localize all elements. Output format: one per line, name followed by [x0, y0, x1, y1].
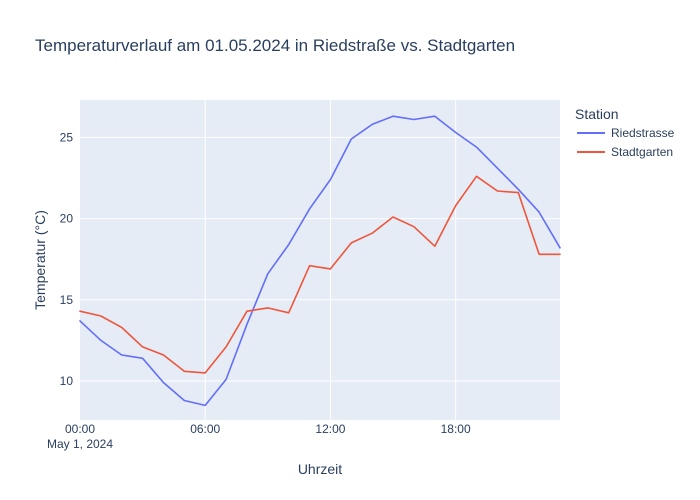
x-axis-title: Uhrzeit: [298, 461, 342, 477]
x-tick-label: 12:00: [315, 422, 345, 436]
x-tick-labels: 00:00 06:00 12:00 18:00: [65, 422, 471, 436]
y-tick-label: 10: [60, 374, 74, 388]
y-axis-title: Temperatur (°C): [32, 210, 48, 310]
grid: [80, 100, 560, 420]
series-lines: [79, 115, 561, 407]
legend-label: Stadtgarten: [611, 145, 673, 159]
legend-item-stadtgarten[interactable]: Stadtgarten: [577, 145, 673, 159]
y-tick-labels: 10 15 20 25: [60, 130, 74, 388]
legend-title: Station: [575, 106, 619, 122]
series-line-riedstrasse: [79, 115, 561, 407]
plot-area: [80, 100, 560, 420]
series-line-stadtgarten: [79, 175, 561, 374]
legend: Station Riedstrasse Stadtgarten: [575, 106, 675, 159]
x-tick-label: 00:00: [65, 422, 95, 436]
chart-title: Temperaturverlauf am 01.05.2024 in Rieds…: [35, 36, 515, 55]
legend-item-riedstrasse[interactable]: Riedstrasse: [577, 126, 675, 140]
y-tick-label: 25: [60, 130, 74, 144]
x-start-date-label: May 1, 2024: [47, 437, 113, 451]
y-tick-label: 20: [60, 212, 74, 226]
y-tick-label: 15: [60, 293, 74, 307]
x-tick-label: 18:00: [441, 422, 471, 436]
legend-label: Riedstrasse: [611, 126, 675, 140]
x-tick-label: 06:00: [190, 422, 220, 436]
